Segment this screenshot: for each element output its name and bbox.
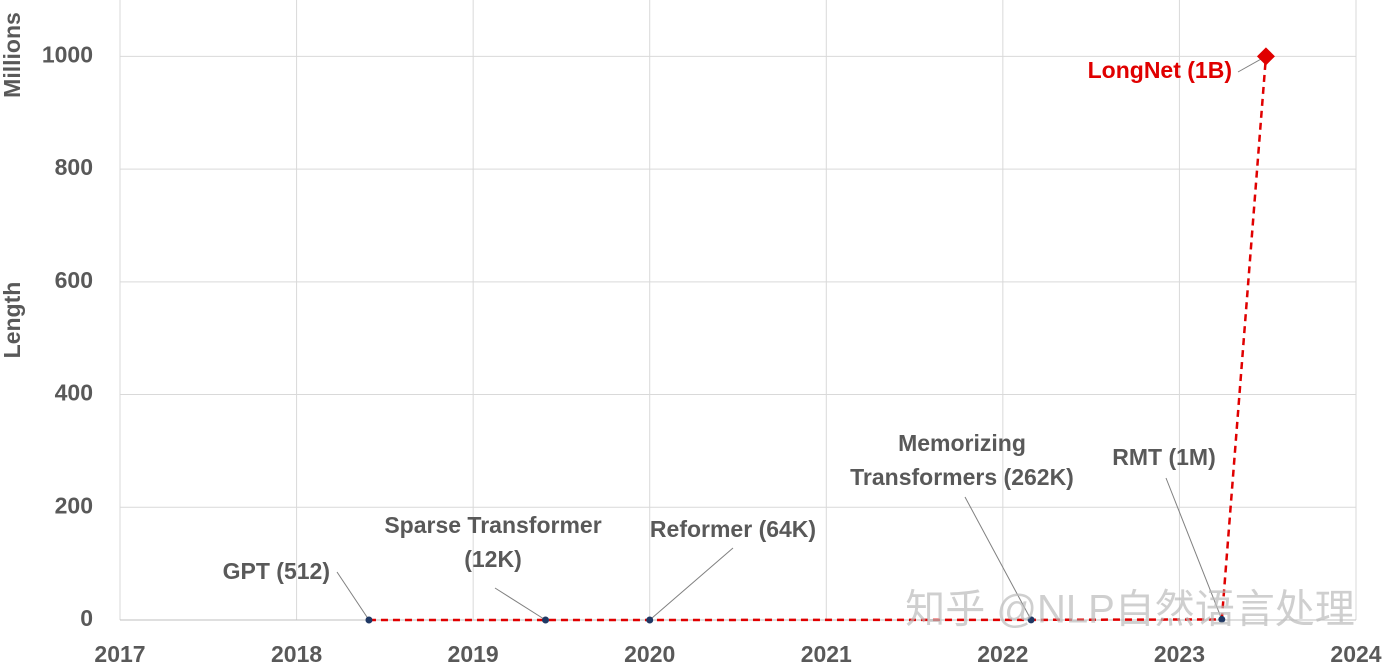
x-tick-label: 2023 [1154, 641, 1205, 667]
leader-line [649, 547, 734, 621]
data-label: (12K) [464, 546, 522, 572]
leader-line [494, 587, 546, 621]
data-label: Reformer (64K) [650, 516, 816, 542]
x-tick-label: 2024 [1330, 641, 1381, 667]
y-tick-label: 800 [55, 154, 93, 180]
point [646, 616, 654, 624]
point [1218, 615, 1226, 623]
data-label: GPT (512) [223, 558, 330, 584]
leader-line [964, 496, 1032, 621]
watermark: 知乎 @NLP自然语言处理 [905, 588, 1355, 632]
point [1027, 616, 1035, 624]
line [368, 56, 1268, 622]
point [365, 616, 373, 624]
x-tick-label: 2020 [624, 641, 675, 667]
leader-line [1165, 477, 1223, 620]
data-label: RMT (1M) [1112, 444, 1215, 470]
point [1256, 47, 1275, 66]
x-tick-label: 2017 [94, 641, 145, 667]
y-tick-label: 1000 [42, 41, 93, 67]
x-tick-label: 2022 [977, 641, 1028, 667]
data-label: Transformers (262K) [850, 464, 1074, 490]
data-label: LongNet (1B) [1088, 57, 1232, 83]
y-tick-label: 200 [55, 492, 93, 518]
data-label: Sparse Transformer [384, 512, 601, 538]
x-tick-label: 2018 [271, 641, 322, 667]
x-tick-label: 2021 [801, 641, 852, 667]
y-axis-label: Length [0, 282, 25, 359]
y-tick-label: 0 [80, 605, 93, 631]
y-tick-label: 400 [55, 380, 93, 406]
point [542, 616, 550, 624]
x-tick-label: 2019 [448, 641, 499, 667]
leader-line [336, 571, 370, 621]
y-tick-label: 600 [55, 267, 93, 293]
y-axis-unit: Millions [0, 12, 25, 98]
data-label: Memorizing [898, 430, 1026, 456]
